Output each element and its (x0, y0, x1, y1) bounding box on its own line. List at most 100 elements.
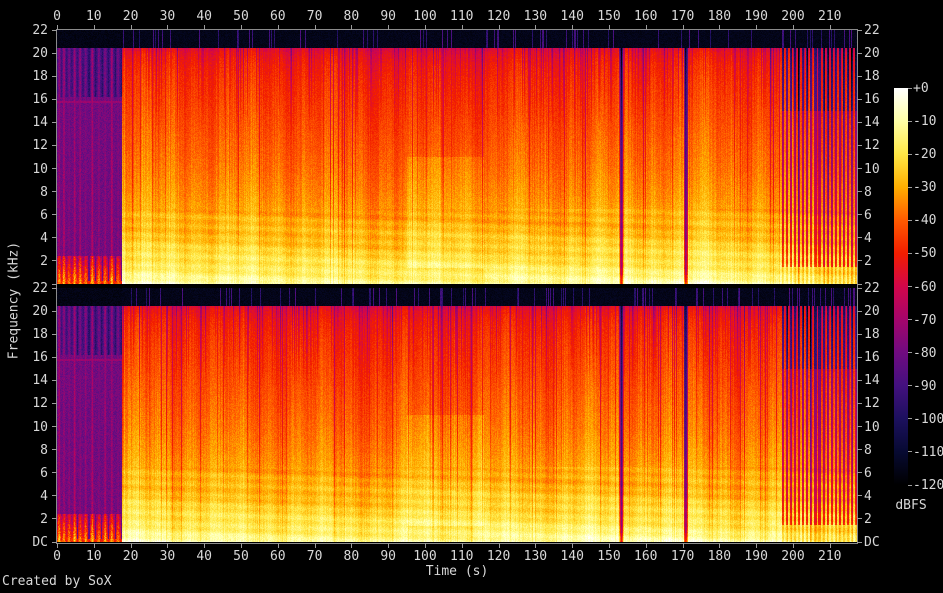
freq-tick-right (857, 214, 862, 216)
freq-tick-right (857, 283, 862, 285)
colorbar-tick (908, 120, 912, 122)
freq-tick-label-right: 22 (864, 281, 880, 296)
time-tick-top (719, 25, 721, 30)
time-tick-bottom (204, 543, 206, 548)
time-tick-label-bottom: 120 (486, 549, 511, 564)
freq-tick-left (52, 144, 57, 146)
freq-tick-label-left: 2 (40, 253, 48, 269)
time-tick-bottom (498, 543, 500, 548)
time-tick-top (351, 25, 353, 30)
freq-tick-right (857, 98, 862, 100)
freq-tick-label-right: 2 (864, 253, 872, 269)
freq-tick-left (52, 379, 57, 381)
freq-tick-label-right: 12 (864, 396, 880, 412)
freq-tick-left (52, 333, 57, 335)
time-tick-label-bottom: 50 (233, 549, 249, 564)
time-tick-bottom (388, 543, 390, 548)
time-tick-label-bottom: 20 (122, 549, 139, 564)
freq-tick-label-right: 18 (864, 69, 880, 85)
colorbar-tick-label: -70 (913, 312, 937, 328)
time-tick-label-bottom: 90 (380, 549, 396, 564)
time-tick-bottom (829, 543, 831, 548)
freq-tick-right (857, 237, 862, 239)
colorbar-tick (908, 252, 912, 254)
freq-tick-label-right: 12 (864, 138, 880, 154)
freq-tick-label-right: 20 (864, 304, 880, 320)
freq-tick-right (857, 449, 862, 451)
freq-tick-right (857, 144, 862, 146)
time-tick-label-bottom: 10 (85, 549, 102, 564)
freq-tick-left (52, 518, 57, 520)
freq-tick-right (857, 426, 862, 428)
time-tick-bottom (240, 543, 242, 548)
time-tick-top (792, 25, 794, 30)
colorbar-tick (908, 319, 912, 321)
colorbar-tick (908, 186, 912, 188)
colorbar-tick (908, 153, 912, 155)
freq-tick-right (857, 310, 862, 312)
frequency-axis-title: Frequency (kHz) (6, 241, 22, 360)
colorbar-tick-label: -110 (913, 444, 943, 460)
freq-tick-label-right: 8 (864, 442, 872, 458)
time-tick-top (277, 25, 279, 30)
freq-tick-label-right: 4 (864, 230, 872, 246)
freq-tick-left (52, 426, 57, 428)
freq-tick-left (52, 214, 57, 216)
time-tick-bottom (719, 543, 721, 548)
colorbar-tick-label: -50 (913, 246, 937, 262)
time-tick-bottom (424, 543, 426, 548)
time-tick-top (240, 25, 242, 30)
time-tick-bottom (572, 543, 574, 548)
time-tick-bottom (682, 543, 684, 548)
colorbar-tick-label: -10 (913, 114, 937, 130)
freq-tick-label-right: 14 (864, 373, 880, 389)
freq-tick-right (857, 472, 862, 474)
time-tick-label-bottom: 170 (670, 549, 695, 564)
colorbar-tick (908, 418, 912, 420)
freq-tick-right (857, 287, 862, 289)
freq-tick-right (857, 402, 862, 404)
time-tick-top (130, 25, 132, 30)
freq-tick-label-right: 8 (864, 184, 872, 200)
freq-tick-label-left: 20 (32, 46, 48, 62)
freq-tick-left (52, 121, 57, 123)
freq-tick-label-left: 14 (32, 373, 48, 389)
time-tick-label-top: 10 (85, 9, 102, 24)
colorbar-gradient (894, 88, 908, 485)
time-tick-label-top: 130 (523, 9, 548, 24)
time-tick-label-bottom: 0 (53, 549, 61, 564)
freq-tick-left (52, 237, 57, 239)
freq-tick-label-left: 12 (32, 396, 48, 412)
freq-tick-label-right: 6 (864, 207, 872, 223)
freq-tick-left (52, 287, 57, 289)
colorbar-tick (908, 219, 912, 221)
freq-tick-right (857, 121, 862, 123)
colorbar-tick-label: -100 (913, 411, 943, 427)
time-tick-label-top: 50 (233, 9, 249, 24)
colorbar-tick-label: -40 (913, 213, 937, 229)
freq-tick-label-right: 22 (864, 23, 880, 38)
freq-tick-label-right: 18 (864, 327, 880, 343)
colorbar-tick-label: -20 (913, 147, 937, 163)
colorbar-tick-label: +0 (913, 81, 929, 96)
time-tick-label-bottom: 60 (269, 549, 286, 564)
freq-tick-left (52, 283, 57, 285)
time-tick-label-bottom: 30 (159, 549, 176, 564)
time-tick-label-top: 190 (744, 9, 768, 24)
time-tick-label-top: 150 (597, 9, 621, 24)
freq-tick-label-left: 18 (32, 327, 48, 343)
time-tick-label-bottom: 140 (560, 549, 584, 564)
time-tick-top (829, 25, 831, 30)
colorbar-unit-label: dBFS (895, 498, 927, 513)
freq-tick-label-left: 4 (40, 230, 48, 246)
time-tick-label-bottom: 210 (818, 549, 842, 564)
time-tick-label-bottom: 200 (781, 549, 805, 564)
colorbar-tick-label: -30 (913, 180, 937, 196)
freq-tick-label-left: 10 (32, 161, 48, 177)
freq-tick-label-left: 14 (32, 115, 48, 131)
sox-credit: Created by SoX (2, 574, 112, 589)
time-tick-label-bottom: 190 (744, 549, 768, 564)
freq-tick-label-left: 22 (32, 23, 48, 38)
time-tick-label-top: 200 (781, 9, 805, 24)
